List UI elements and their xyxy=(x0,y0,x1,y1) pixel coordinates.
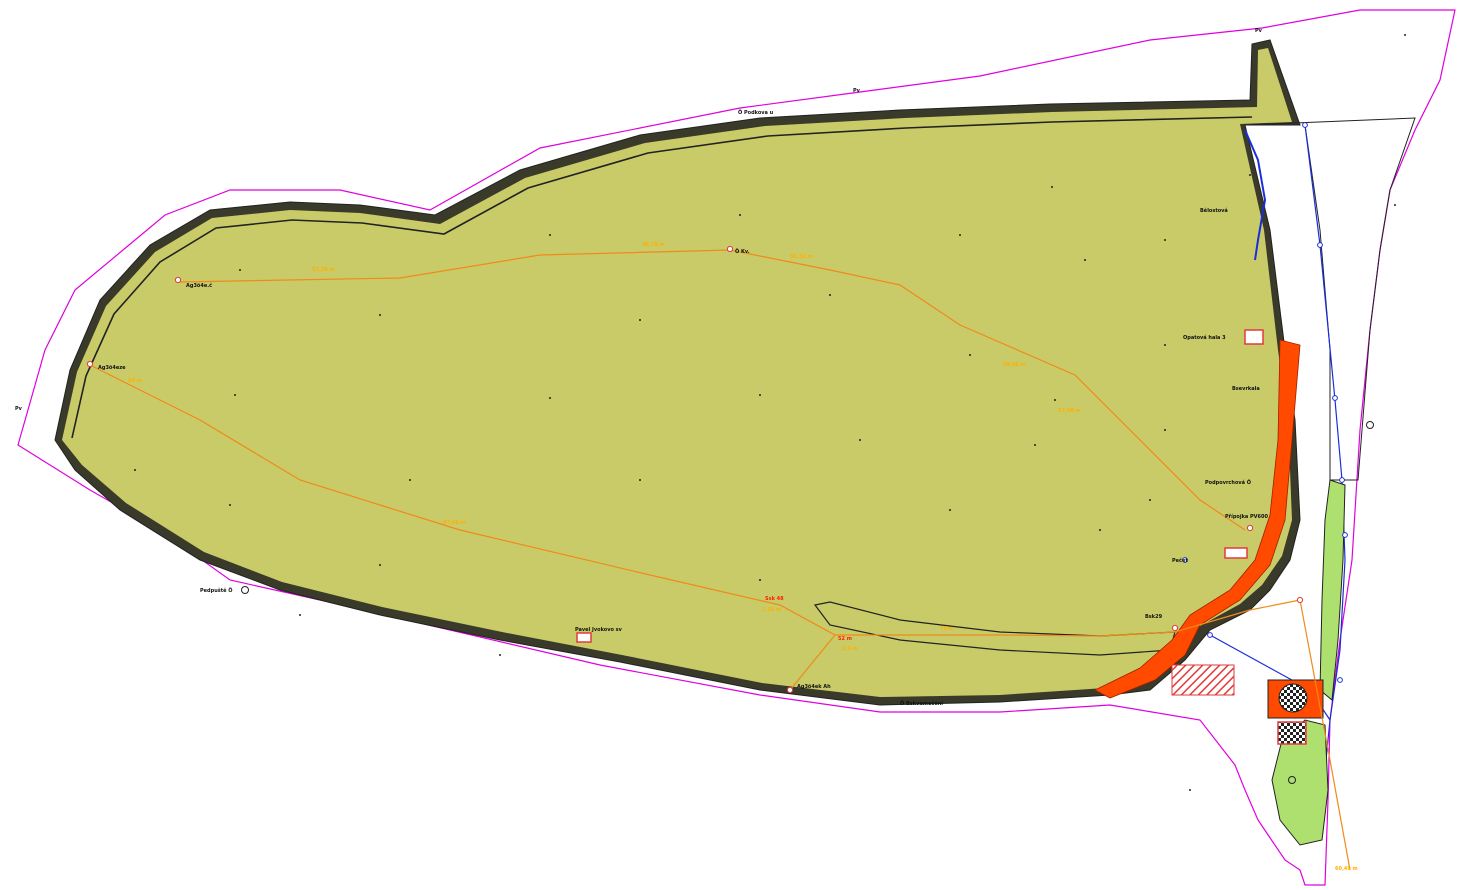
label-point-east-2: Opatová hala 3 xyxy=(1183,334,1226,341)
label-point-south-west: Pedpuště Ö xyxy=(200,587,233,594)
label-point-podkova: Ö Podkova u xyxy=(738,109,774,116)
valve-icon xyxy=(1182,122,1348,683)
label-point-center: Ö Kv. xyxy=(735,248,750,255)
label-point-east-7: Bsk29 xyxy=(1145,614,1163,620)
label-point-east-5: Přípojka PV600 xyxy=(1225,513,1269,520)
dim-label: 57,48 m xyxy=(1058,408,1081,414)
blue-pipe-1 xyxy=(1244,129,1267,261)
dim-label: 39,86 m xyxy=(1003,362,1026,368)
dim-label: 57,38 m xyxy=(312,267,335,273)
label-point-south-edge: Ö Bskvemečěni xyxy=(900,700,943,707)
green-strip-east xyxy=(1319,479,1346,701)
dim-label: 60,49 m xyxy=(1335,866,1358,872)
label-point-south-center: Ag3ö4ek Ah xyxy=(797,684,831,690)
green-strip-south xyxy=(1271,719,1329,846)
orange-path-branch xyxy=(789,634,836,691)
grass-area xyxy=(62,48,1292,697)
survey-point-icon xyxy=(86,245,1304,694)
manhole-icon xyxy=(241,421,1374,784)
orange-path-east xyxy=(1299,599,1351,871)
orange-path-main xyxy=(177,249,1246,531)
hatched-building-icon xyxy=(1224,547,1248,559)
dim-label: 97,96 m xyxy=(443,520,466,526)
hatched-building-icon xyxy=(1171,664,1235,696)
dim-label: 75 m xyxy=(940,626,954,632)
dim-label: 56,32 m xyxy=(790,254,813,260)
label-point-east-6: Pečet xyxy=(1172,557,1188,564)
red-band xyxy=(1094,339,1301,699)
dim-label: 1,5 m xyxy=(842,646,858,652)
label-point-west-lower: Ag3ö4eze xyxy=(98,365,126,371)
hatched-building-icon xyxy=(576,632,592,643)
label-point-south-building: Pavel Jvokovo sv xyxy=(575,627,623,633)
dim-label: Ssk 48 xyxy=(765,596,784,602)
hatched-building-icon xyxy=(1244,329,1264,345)
label-boundary-north: Pv xyxy=(1255,28,1263,34)
dim-label: 1,25 m xyxy=(762,607,781,613)
dim-label: 52 m xyxy=(838,636,852,642)
label-point-east-4: Podpovrchová Ö xyxy=(1205,479,1251,486)
label-point-east-3: Bsevrkala xyxy=(1232,386,1260,392)
label-point-west-upper: Ag3ö4e.č xyxy=(186,282,212,289)
label-point-east-1: Bělostová xyxy=(1200,207,1228,214)
dim-label: 69 m xyxy=(128,378,142,384)
label-boundary-tl: Pv xyxy=(15,406,23,412)
grid-points xyxy=(134,34,1406,791)
label-boundary-top: Pv xyxy=(853,88,861,94)
grass-inner-line xyxy=(71,116,1253,439)
tree-icon xyxy=(1278,683,1308,713)
dim-label: 48,78 m xyxy=(642,242,665,248)
hatched-building-icon xyxy=(1277,721,1307,745)
